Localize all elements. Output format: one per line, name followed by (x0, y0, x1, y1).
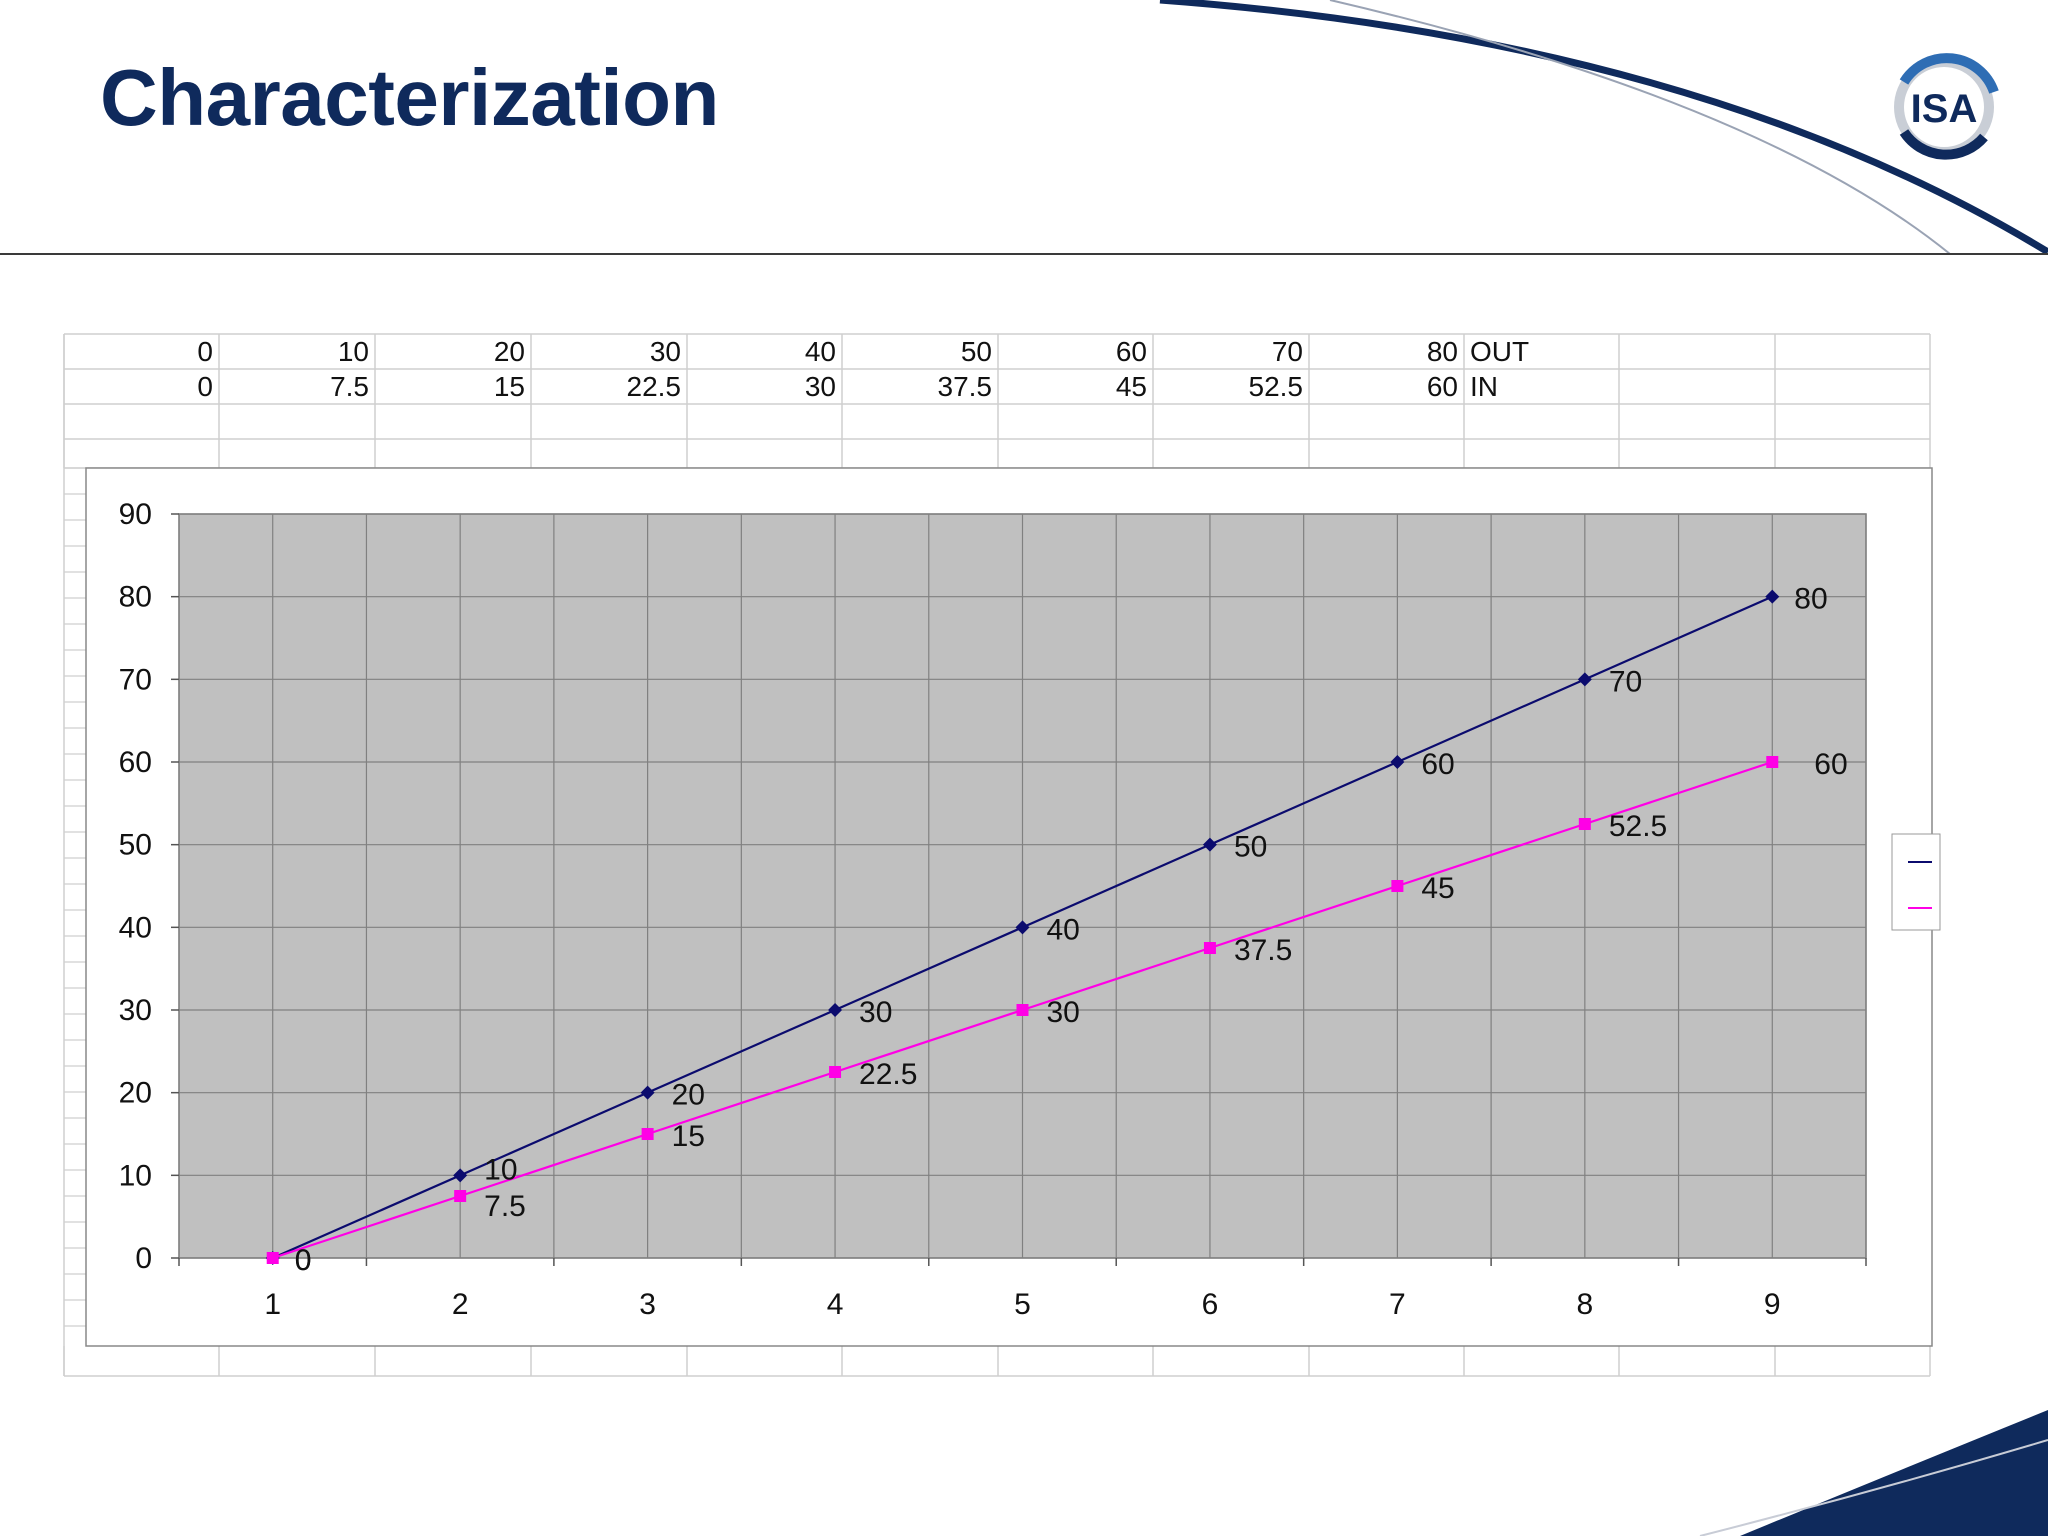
series-2-point (1578, 818, 1591, 830)
table-cell: 30 (805, 371, 836, 402)
table-cell: 45 (1116, 371, 1147, 402)
x-tick-label: 4 (827, 1288, 844, 1321)
table-cell: 30 (650, 336, 681, 367)
y-tick-label: 70 (119, 663, 152, 696)
y-tick-label: 30 (119, 994, 152, 1027)
table-cell: 10 (338, 336, 369, 367)
y-tick-label: 20 (119, 1077, 152, 1110)
page-title: Characterization (100, 53, 719, 142)
y-tick-label: 0 (135, 1242, 152, 1275)
table-row-label: OUT (1470, 336, 1529, 367)
series-2-point (266, 1252, 279, 1264)
table-cell: 37.5 (938, 371, 993, 402)
series-2-data-label: 52.5 (1609, 810, 1667, 843)
x-tick-label: 5 (1014, 1288, 1031, 1321)
series-2-data-label: 45 (1421, 872, 1454, 905)
series-2-data-label: 60 (1814, 748, 1847, 781)
series-1-point (828, 1003, 843, 1017)
y-tick-label: 80 (119, 581, 152, 614)
series-1-point (453, 1168, 468, 1183)
table-cell: 80 (1427, 336, 1458, 367)
series-2-point (454, 1190, 467, 1202)
series-1-data-label: 50 (1234, 831, 1267, 864)
y-tick-label: 90 (119, 498, 152, 531)
series-1-data-label: 70 (1609, 665, 1642, 698)
header-swoosh (1159, 0, 2048, 255)
series-2-data-label: 0 (295, 1244, 312, 1277)
x-tick-label: 3 (639, 1288, 656, 1321)
series-2-data-label: 30 (1047, 996, 1080, 1029)
table-cell: 52.5 (1249, 371, 1304, 402)
table-cell: 7.5 (330, 371, 369, 402)
series-2-point (1766, 756, 1779, 768)
x-tick-label: 2 (452, 1288, 469, 1321)
series-2-point (1391, 880, 1404, 892)
series-1-data-label: 10 (484, 1153, 517, 1186)
table-cell: 70 (1272, 336, 1303, 367)
series-1-data-label: 80 (1794, 583, 1827, 616)
series-1-data-label: 20 (672, 1079, 705, 1112)
table-cell: 40 (805, 336, 836, 367)
table-cell: 60 (1116, 336, 1147, 367)
legend (1891, 833, 1941, 931)
table-row-label: IN (1470, 371, 1498, 402)
y-tick-label: 10 (119, 1159, 152, 1192)
series-1-data-label: 40 (1047, 913, 1080, 946)
x-tick-label: 8 (1576, 1288, 1593, 1321)
series-1-point (1202, 837, 1217, 852)
x-tick-label: 1 (264, 1288, 281, 1321)
table-cell: 60 (1427, 371, 1458, 402)
series-2-data-label: 15 (672, 1120, 705, 1153)
logo-text: ISA (1911, 87, 1978, 131)
series-1-data-label: 60 (1421, 748, 1454, 781)
series-2-data-label: 22.5 (859, 1058, 917, 1091)
y-tick-label: 60 (119, 746, 152, 779)
series-2-point (641, 1128, 654, 1140)
series-1-point (640, 1085, 655, 1100)
isa-logo: ISA (1894, 53, 1999, 160)
series-2-point (1016, 1004, 1029, 1016)
series-1-point (1765, 589, 1780, 604)
y-tick-label: 40 (119, 911, 152, 944)
table-cell: 15 (494, 371, 525, 402)
table-cell: 0 (197, 336, 213, 367)
table-cell: 0 (197, 371, 213, 402)
series-2-data-label: 37.5 (1234, 934, 1292, 967)
x-tick-label: 7 (1389, 1288, 1406, 1321)
series-2-point (1203, 942, 1216, 954)
series-2-data-label: 7.5 (484, 1190, 526, 1223)
x-tick-label: 6 (1202, 1288, 1219, 1321)
header-divider (0, 253, 2048, 255)
x-tick-label: 9 (1764, 1288, 1781, 1321)
series-1-data-label: 0 (295, 1244, 312, 1277)
y-tick-label: 50 (119, 829, 152, 862)
series-1-point (1015, 920, 1030, 935)
series-1-point (1577, 672, 1592, 687)
series-1-point (1390, 755, 1405, 769)
table-cell: 50 (961, 336, 992, 367)
table-cell: 20 (494, 336, 525, 367)
series-1-data-label: 30 (859, 996, 892, 1029)
table-cell: 22.5 (627, 371, 682, 402)
series-2-point (829, 1066, 842, 1078)
